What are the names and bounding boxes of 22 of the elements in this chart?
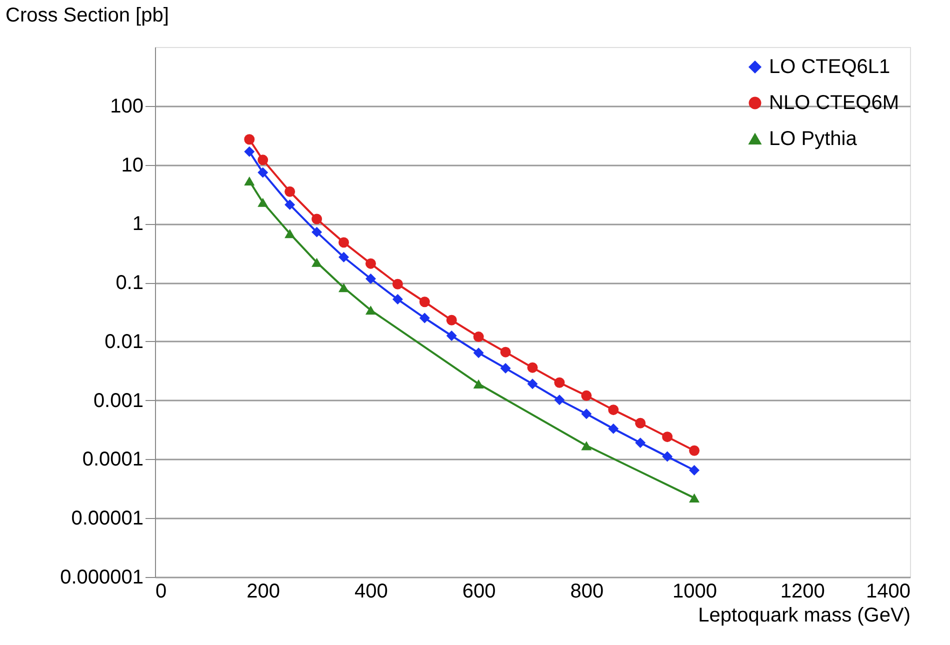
x-tick-label: 0 xyxy=(156,580,167,602)
x-tick-label: 1200 xyxy=(780,580,825,602)
y-tick-label: 100 xyxy=(110,95,144,118)
legend-label: LO CTEQ6L1 xyxy=(769,56,890,78)
y-tick-label: 0.0001 xyxy=(82,448,144,471)
y-tick-label: 1 xyxy=(132,213,144,236)
x-tick-label: 1400 xyxy=(866,580,910,602)
y-tick-label: 0.001 xyxy=(93,390,144,412)
y-tick-label: 0.00001 xyxy=(71,508,144,530)
x-tick-label: 800 xyxy=(570,580,604,602)
y-tick-label: 0.1 xyxy=(116,272,144,294)
x-tick-label: 600 xyxy=(462,580,496,602)
y-tick-label: 10 xyxy=(121,154,144,176)
y-tick-label: 0.01 xyxy=(104,330,144,353)
y-tick-label: 0.000001 xyxy=(60,566,144,588)
y-axis-title: Cross Section [pb] xyxy=(6,4,169,26)
x-tick-label: 1000 xyxy=(672,580,718,602)
x-tick-label: 400 xyxy=(354,580,388,602)
x-tick-label: 200 xyxy=(246,580,280,602)
x-axis-title: Leptoquark mass (GeV) xyxy=(698,604,910,626)
legend-label: LO Pythia xyxy=(769,128,858,150)
legend-label: NLO CTEQ6M xyxy=(769,92,900,114)
